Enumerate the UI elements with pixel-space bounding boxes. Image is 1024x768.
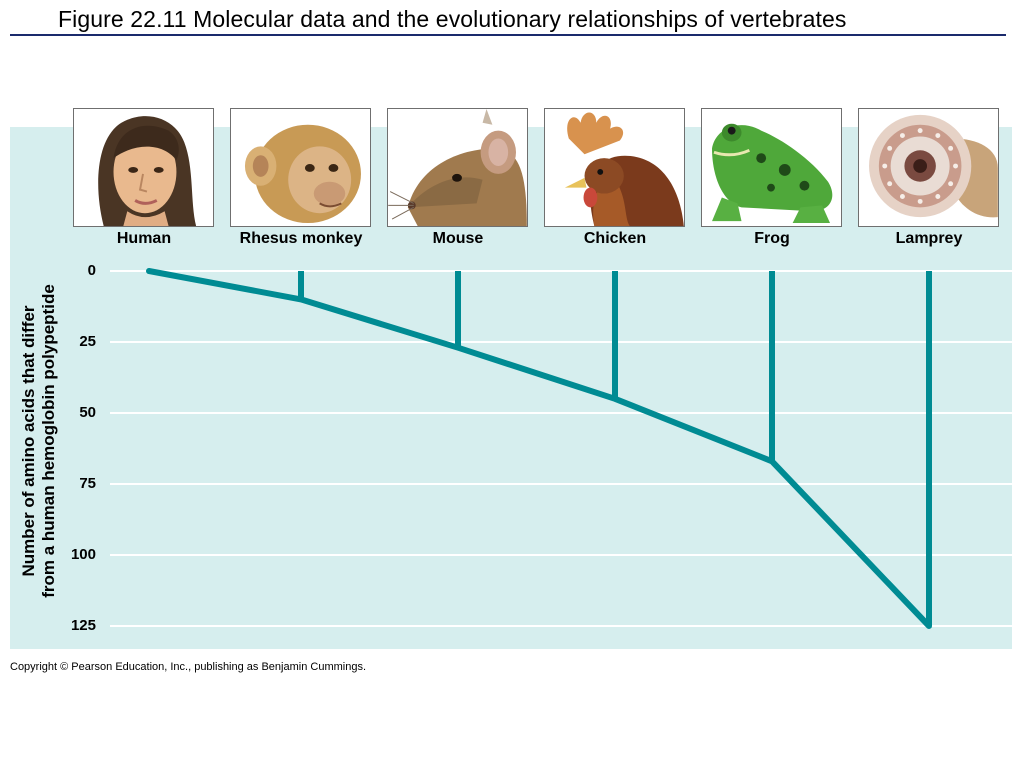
animal-label-frog: Frog [754,230,790,247]
human-face-icon [74,109,213,226]
title-underline [10,34,1006,36]
mouse-head-icon [388,109,527,226]
tree-branches [146,268,932,629]
tick-label-25: 25 [79,333,96,350]
tick-label-75: 75 [79,475,96,492]
tick-label-125: 125 [70,617,96,634]
tree-backbone [146,268,932,629]
chicken-picture [544,108,685,227]
rhesus-monkey-picture [230,108,371,227]
monkey-face-icon [231,109,370,226]
animal-label-chicken: Chicken [583,230,647,247]
tick-label-50: 50 [79,404,96,421]
tick-label-0: 0 [87,262,96,279]
frog-icon [702,109,841,226]
mouse-picture [387,108,528,227]
chicken-head-icon [545,109,684,226]
animal-label-lamprey: Lamprey [895,230,963,247]
gridlines [110,270,1012,627]
copyright-notice: Copyright © Pearson Education, Inc., pub… [10,661,367,673]
lamprey-mouth-icon [859,109,998,226]
animal-label-human: Human [116,230,172,247]
page-title: Figure 22.11 Molecular data and the evol… [58,6,847,32]
tick-label-100: 100 [70,546,96,563]
human-picture [73,108,214,227]
lamprey-picture [858,108,999,227]
animal-label-rhesus-monkey: Rhesus monkey [239,230,363,247]
animal-label-mouse: Mouse [432,230,484,247]
frog-picture [701,108,842,227]
